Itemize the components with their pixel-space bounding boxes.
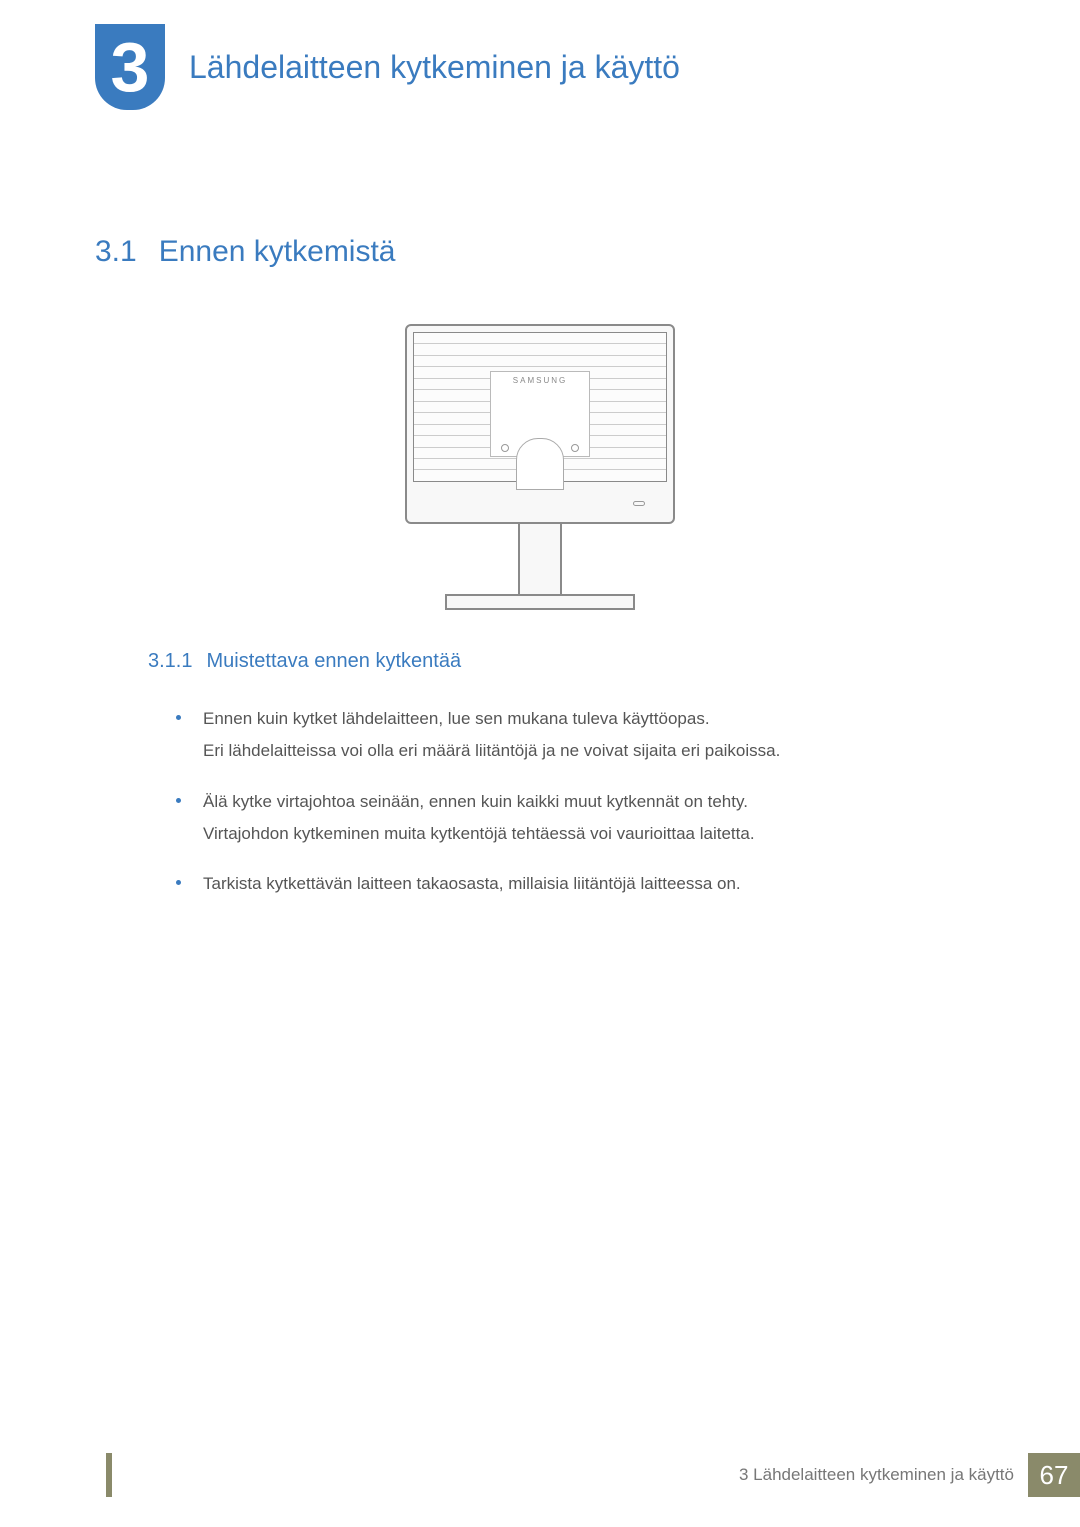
list-item-text: Älä kytke virtajohtoa seinään, ennen kui…: [203, 786, 755, 851]
bullet-list: Ennen kuin kytket lähdelaitteen, lue sen…: [0, 703, 1080, 900]
screw-icon: [501, 444, 509, 452]
list-item-text: Ennen kuin kytket lähdelaitteen, lue sen…: [203, 703, 780, 768]
screw-icon: [571, 444, 579, 452]
footer-chapter-text: 3 Lähdelaitteen kytkeminen ja käyttö: [739, 1465, 1014, 1485]
section-number: 3.1: [95, 235, 137, 269]
monitor-neck: [518, 524, 562, 594]
section-heading: 3.1 Ennen kytkemistä: [0, 235, 1080, 269]
list-item: Älä kytke virtajohtoa seinään, ennen kui…: [176, 786, 960, 851]
chapter-number-badge: 3: [95, 24, 165, 110]
list-item-text: Tarkista kytkettävän laitteen takaosasta…: [203, 868, 741, 900]
monitor-stand: [445, 594, 635, 610]
bullet-dot-icon: [176, 880, 181, 885]
monitor-power-indicator: [633, 501, 645, 506]
chapter-header: 3 Lähdelaitteen kytkeminen ja käyttö: [0, 0, 1080, 110]
section-title: Ennen kytkemistä: [159, 235, 396, 269]
monitor-screen-back: SAMSUNG: [413, 332, 667, 482]
monitor-diagram: SAMSUNG: [390, 324, 690, 610]
page-number: 67: [1028, 1453, 1080, 1497]
page-footer: 3 Lähdelaitteen kytkeminen ja käyttö 67: [739, 1453, 1080, 1497]
list-item: Tarkista kytkettävän laitteen takaosasta…: [176, 868, 960, 900]
monitor-neck-joint: [516, 438, 564, 490]
list-item: Ennen kuin kytket lähdelaitteen, lue sen…: [176, 703, 960, 768]
chapter-title: Lähdelaitteen kytkeminen ja käyttö: [189, 49, 680, 86]
monitor-center-panel: SAMSUNG: [490, 371, 590, 457]
monitor-bezel: SAMSUNG: [405, 324, 675, 524]
subsection-title: Muistettava ennen kytkentää: [206, 650, 461, 673]
bullet-dot-icon: [176, 798, 181, 803]
monitor-brand-label: SAMSUNG: [513, 376, 567, 385]
subsection-heading: 3.1.1 Muistettava ennen kytkentää: [0, 650, 1080, 673]
subsection-number: 3.1.1: [148, 650, 192, 673]
bullet-dot-icon: [176, 715, 181, 720]
footer-left-accent: [106, 1453, 112, 1497]
